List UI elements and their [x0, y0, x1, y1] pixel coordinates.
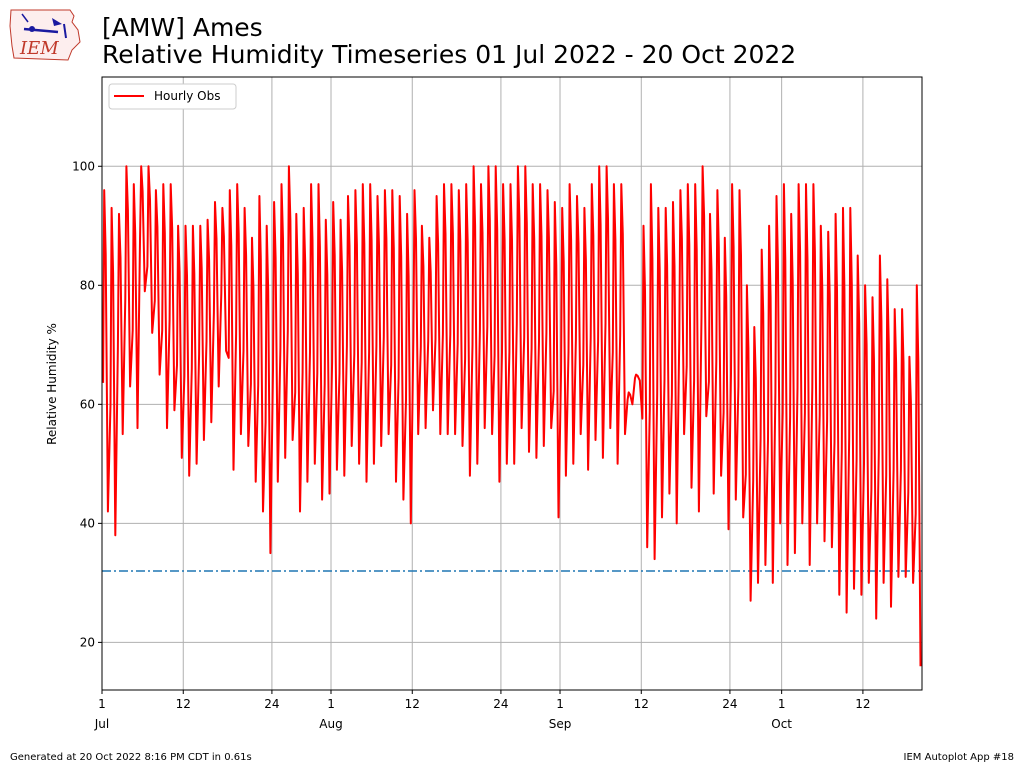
legend-box: [108, 83, 237, 110]
x-tick-label: 12: [405, 697, 420, 711]
y-tick-label: 60: [80, 397, 95, 411]
logo-text: IEM: [19, 38, 59, 59]
x-month-label: Aug: [319, 717, 342, 731]
x-tick-label: 12: [634, 697, 649, 711]
x-tick-label: 12: [855, 697, 870, 711]
iem-logo: IEM: [8, 6, 86, 64]
x-tick-label: 24: [722, 697, 737, 711]
legend[interactable]: Hourly Obs: [108, 83, 237, 110]
legend-label: Hourly Obs: [154, 89, 220, 103]
chart-title-line1: [AMW] Ames: [102, 13, 263, 42]
y-axis-ticks: 20 40 60 80 100: [72, 159, 102, 649]
x-tick-label: 1: [778, 697, 786, 711]
x-tick-label: 24: [264, 697, 279, 711]
series-layer: [102, 165, 922, 667]
series-line-hourly-obs: [102, 165, 922, 667]
y-tick-label: 40: [80, 516, 95, 530]
x-tick-label: 1: [98, 697, 106, 711]
generated-timestamp: Generated at 20 Oct 2022 8:16 PM CDT in …: [10, 752, 252, 763]
x-tick-label: 1: [327, 697, 335, 711]
plot-frame: [101, 76, 923, 691]
x-tick-label: 24: [493, 697, 508, 711]
x-month-label: Jul: [94, 717, 109, 731]
x-month-label: Oct: [771, 717, 792, 731]
y-tick-label: 20: [80, 635, 95, 649]
chart-title-line2: Relative Humidity Timeseries 01 Jul 2022…: [102, 40, 797, 69]
grid-lines: [101, 77, 922, 690]
x-tick-label: 12: [176, 697, 191, 711]
y-tick-label: 100: [72, 159, 95, 173]
x-tick-label: 1: [556, 697, 564, 711]
app-label: IEM Autoplot App #18: [903, 752, 1014, 763]
x-month-label: Sep: [549, 717, 572, 731]
y-tick-label: 80: [80, 278, 95, 292]
y-axis-label: Relative Humidity %: [45, 323, 59, 445]
x-axis-ticks: 1 Jul 12 24 1 Aug 12 24 1 Sep 12 24 1 Oct 12: [94, 690, 871, 731]
